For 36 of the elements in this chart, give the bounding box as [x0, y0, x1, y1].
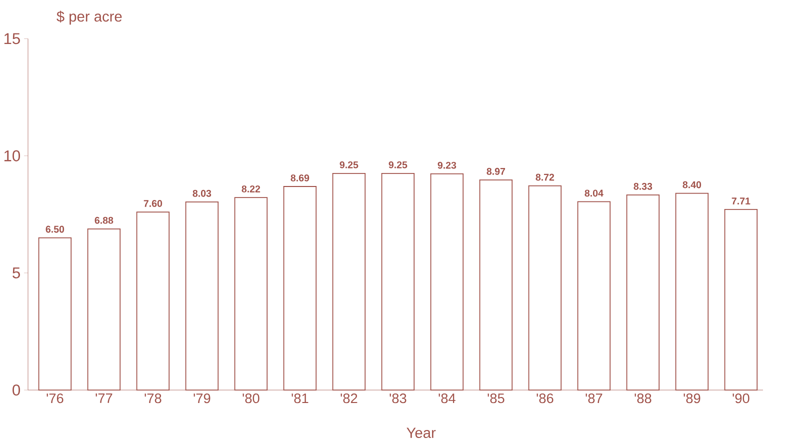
- data-label: 7.60: [144, 200, 162, 207]
- data-label: 8.97: [486, 168, 506, 175]
- data-label: 8.03: [192, 190, 212, 197]
- x-tick-label: '88: [634, 394, 652, 404]
- data-label: 8.22: [242, 186, 260, 192]
- data-label: 9.23: [438, 162, 456, 169]
- data-label: 6.50: [46, 226, 64, 233]
- x-axis-title: Year: [406, 428, 436, 438]
- x-tick-label: '77: [96, 394, 112, 403]
- y-tick-label: 0: [12, 384, 20, 396]
- x-tick-label: '85: [488, 394, 504, 404]
- x-tick-label: '89: [684, 394, 700, 404]
- data-label: 8.40: [682, 181, 702, 188]
- y-tick-label: 15: [4, 33, 20, 44]
- data-label: 9.25: [388, 161, 408, 168]
- x-tick-label: '90: [732, 394, 750, 404]
- y-tick-label: 10: [4, 150, 20, 162]
- x-tick-label: '80: [242, 394, 260, 404]
- data-label: 8.33: [634, 182, 652, 190]
- x-tick-label: '84: [438, 394, 456, 404]
- x-tick-label: '87: [586, 394, 602, 404]
- data-label: 8.04: [584, 190, 604, 197]
- y-axis-title: $ per acre: [56, 10, 122, 25]
- x-tick-label: '79: [194, 394, 210, 404]
- x-tick-label: '83: [390, 394, 406, 404]
- x-tick-label: '78: [144, 394, 162, 404]
- x-tick-label: '86: [536, 394, 554, 404]
- data-label: 7.71: [732, 198, 750, 204]
- x-tick-label: '76: [46, 394, 64, 404]
- data-label: 6.88: [94, 216, 114, 224]
- data-label: 9.25: [340, 161, 358, 168]
- x-tick-label: '81: [292, 394, 308, 404]
- y-tick-label: 5: [12, 268, 20, 278]
- x-tick-label: '82: [340, 394, 358, 404]
- data-label: 8.69: [290, 174, 310, 182]
- data-label: 8.72: [536, 174, 554, 181]
